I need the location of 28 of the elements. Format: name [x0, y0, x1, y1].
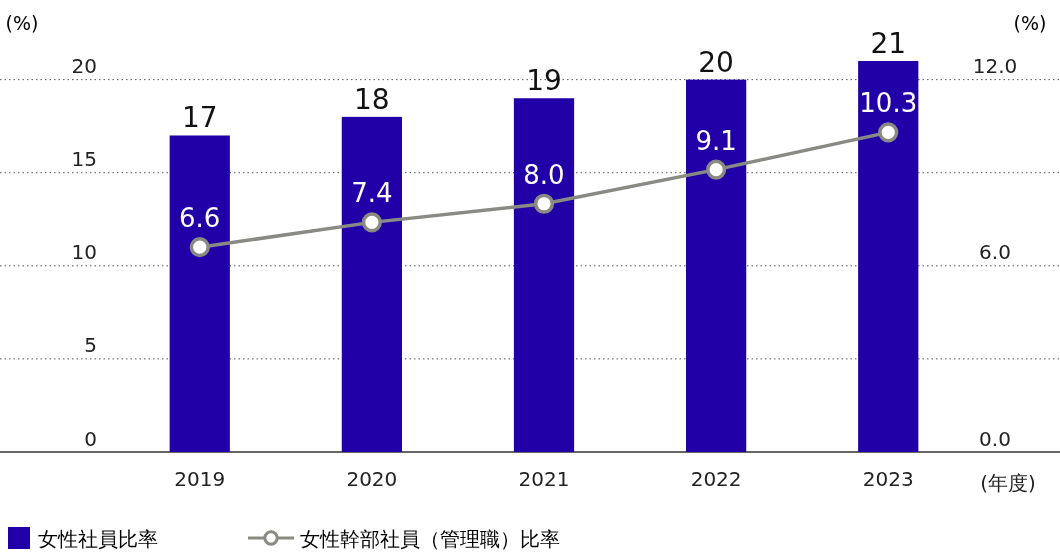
data-label: 10.3	[859, 88, 918, 119]
y2-axis-title: (%)	[1013, 12, 1047, 34]
y-tick-label: 0	[84, 426, 97, 451]
y-tick-label: 15	[71, 147, 97, 172]
legend-label: 女性幹部社員（管理職）比率	[300, 527, 560, 551]
x-tick-label: 2020	[346, 467, 398, 492]
text: (年度)	[980, 471, 1036, 495]
data-label: 18	[354, 82, 390, 116]
data-label: 20	[698, 45, 734, 79]
data-label: 9.1	[695, 125, 737, 156]
data-label: 7.4	[351, 178, 393, 209]
x-tick-label: 2023	[862, 467, 914, 492]
x-tick-label: 2022	[690, 467, 742, 492]
y-tick-label: 20	[71, 54, 97, 79]
y-axis-title: (%)	[5, 12, 39, 34]
data-label: 6.6	[179, 203, 221, 234]
y2-tick-label: 12.0	[972, 54, 1018, 79]
data-label: 17	[181, 101, 218, 135]
data-label: 21	[870, 27, 907, 60]
x-tick-label: 2021	[518, 467, 570, 492]
y-tick-label: 5	[84, 333, 97, 358]
x-tick-label: 2019	[174, 467, 226, 492]
legend-label: 女性社員比率	[38, 527, 158, 551]
data-label: 8.0	[523, 159, 565, 190]
data-label: 19	[526, 64, 562, 98]
y2-tick-label: 6.0	[979, 240, 1011, 265]
y2-tick-label: 0.0	[979, 426, 1011, 451]
y-tick-label: 10	[71, 240, 97, 265]
